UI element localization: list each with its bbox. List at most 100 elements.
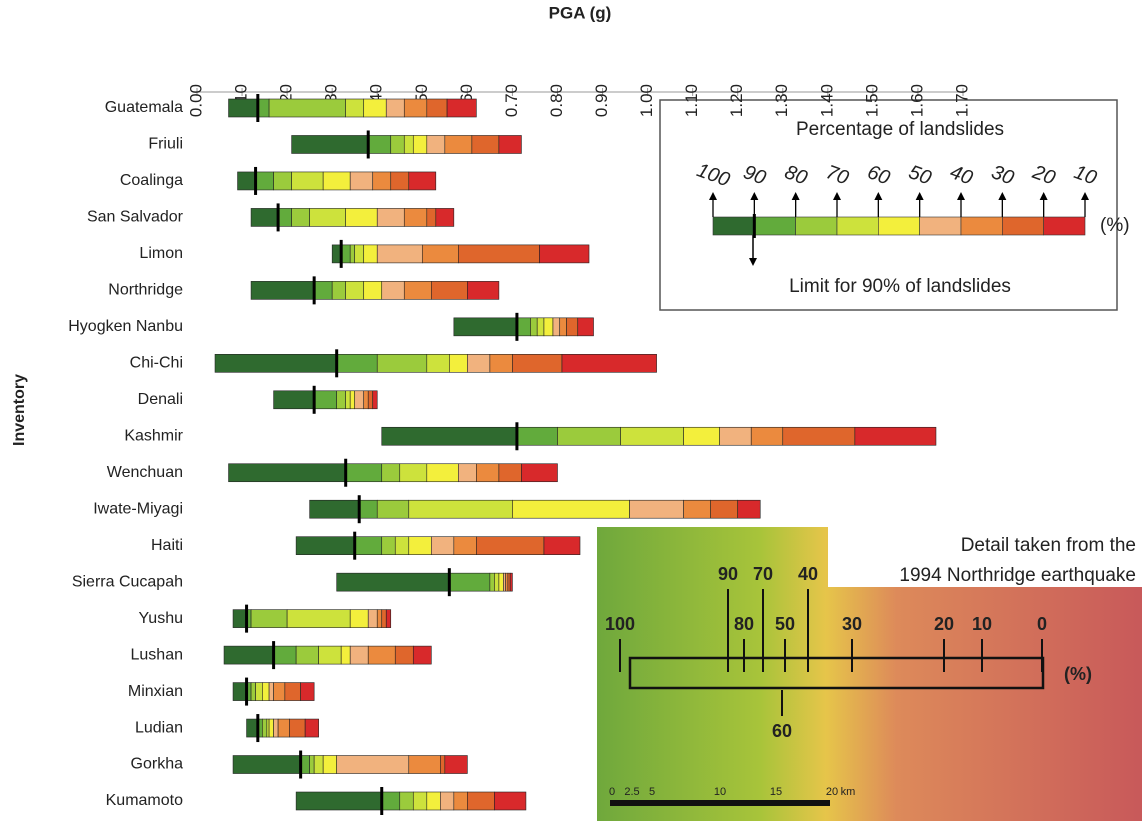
segment [229,99,258,117]
segment [323,756,337,774]
segment [517,427,558,445]
segment [560,318,567,336]
chart: PGA (g) Inventory Percentage of landslid… [0,0,1142,821]
segment [751,427,783,445]
y-tick-label: Kashmir [124,427,183,444]
segment [350,172,373,190]
legend-swatch [837,217,878,235]
segment [292,208,310,226]
scale-label: 10 [714,786,726,798]
inset-caption: Detail taken from the [961,535,1136,556]
segment [346,208,378,226]
segment [510,573,512,591]
x-tick-label: 1.60 [907,84,926,117]
y-tick-label: Lushan [131,646,184,663]
segment [544,318,553,336]
y-tick-label: Iwate-Miyagi [93,500,183,517]
segment [262,719,267,737]
segment [310,500,360,518]
segment [274,172,292,190]
segment [377,500,409,518]
y-axis-title: Inventory [11,374,28,446]
legend-swatch [1002,217,1043,235]
legend-swatch [1044,217,1085,235]
x-tick-label: 1.70 [952,84,971,117]
segment [427,354,450,372]
x-tick-label: 1.50 [862,84,881,117]
segment [310,208,346,226]
segment [292,135,369,153]
segment [314,391,337,409]
y-tick-label: Hyogken Nanbu [68,318,183,335]
segment [382,281,405,299]
segment [400,792,414,810]
y-tick-label: Northridge [108,282,183,299]
y-tick-label: Chi-Chi [130,355,183,372]
segment [215,354,337,372]
segment [364,281,382,299]
inset-label: 30 [842,614,862,634]
scale-label: 2.5 [624,786,639,798]
segment [454,792,468,810]
segment [458,464,476,482]
segment [445,135,472,153]
x-tick-label: 0.00 [186,84,205,117]
segment [544,537,580,555]
segment [517,318,531,336]
segment [436,208,454,226]
scale-label: 15 [770,786,782,798]
inset-label: 80 [734,614,754,634]
segment [413,646,431,664]
segment [355,391,364,409]
segment [494,792,526,810]
segment [274,391,315,409]
segment [292,172,324,190]
y-tick-label: Yushu [139,610,183,627]
segment [262,683,269,701]
segment [337,756,409,774]
y-tick-label: San Salvador [87,209,184,226]
inset-label: 100 [605,614,635,634]
segment [285,683,301,701]
segment [404,135,413,153]
segment [233,683,247,701]
segment [314,756,323,774]
segment [427,792,441,810]
segment [258,99,269,117]
segment [337,354,378,372]
legend-swatch [754,217,795,235]
segment [377,245,422,263]
x-tick-label: 1.20 [727,84,746,117]
segment [386,610,391,628]
segment [427,135,445,153]
segment [355,537,382,555]
segment [278,208,292,226]
segment [355,245,364,263]
segment [409,537,432,555]
segment [467,281,499,299]
segment [458,245,539,263]
x-axis-title: PGA (g) [549,3,612,22]
segment [449,573,490,591]
x-tick-label: 0.70 [502,84,521,117]
y-tick-label: Wenchuan [107,464,183,481]
segment [404,99,427,117]
segment [301,683,315,701]
segment [382,464,400,482]
segment [720,427,752,445]
segment [472,135,499,153]
segment [476,537,544,555]
segment [386,99,404,117]
inset-label: 20 [934,614,954,634]
segment [454,318,517,336]
x-tick-label: 1.40 [817,84,836,117]
inset-label: (%) [1064,664,1092,684]
segment [711,500,738,518]
segment [350,646,368,664]
segment [287,610,350,628]
segment [684,500,711,518]
segment [630,500,684,518]
segment [323,172,350,190]
segment [368,135,391,153]
segment [413,135,427,153]
